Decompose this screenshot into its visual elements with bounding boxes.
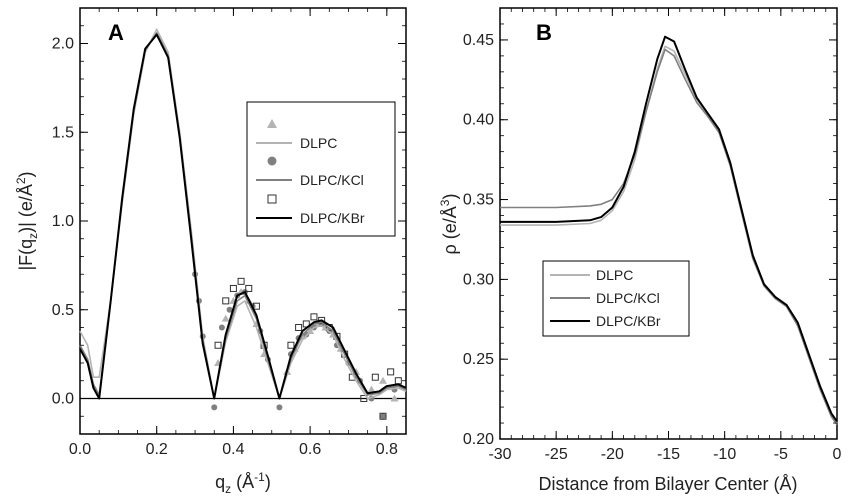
legend-b-label-dlpc-kbr: DLPC/KBr bbox=[596, 313, 661, 329]
panel-a-x-tick-label: 0.8 bbox=[376, 441, 398, 458]
legend-b-label-dlpc: DLPC bbox=[596, 267, 633, 283]
panel-b-x-tick-label: -5 bbox=[774, 446, 788, 463]
panel-a-y-axis-title: |F(qz)| (e/Å2) bbox=[14, 171, 40, 270]
panel-b-x-tick-label: -15 bbox=[657, 446, 680, 463]
panel-a-legend: DLPC DLPC/KCl DLPC/KBr bbox=[247, 102, 395, 236]
panel-a-x-axis-title: qz (Å-1) bbox=[215, 470, 271, 496]
panel-a-x-tick-label: 0.6 bbox=[299, 441, 321, 458]
legend-b-label-dlpc-kcl: DLPC/KCl bbox=[596, 290, 660, 306]
panel-a-x-tick-label: 0.4 bbox=[222, 441, 244, 458]
panel-a-y-tick-label: 1.5 bbox=[52, 124, 74, 141]
panel-a-point bbox=[276, 404, 282, 410]
panel-b-y-tick-label: 0.45 bbox=[463, 32, 494, 49]
panel-a-point bbox=[219, 325, 225, 331]
panel-a: 0.0 0.2 0.4 0.6 0.8 0.0 0.5 1.0 1.5 2.0 A qz (Å-1… bbox=[14, 8, 406, 496]
panel-a-y-tick-label: 0.0 bbox=[52, 391, 74, 408]
panel-a-point bbox=[211, 404, 217, 410]
panel-a-y-tick-label: 1.0 bbox=[52, 213, 74, 230]
panel-a-y-tick-label: 0.5 bbox=[52, 302, 74, 319]
panel-b-x-tick-label: -25 bbox=[545, 446, 568, 463]
panel-b-x-axis-title: Distance from Bilayer Center (Å) bbox=[538, 474, 797, 494]
panel-b-frame bbox=[500, 8, 837, 439]
panel-b-x-tick-label: -10 bbox=[713, 446, 736, 463]
panel-b-y-tick-label: 0.25 bbox=[463, 351, 494, 368]
panel-b: -30 -25 -20 -15 -10 -5 0 0.20 0.25 0.30 0.35 0.40 0.… bbox=[438, 8, 842, 494]
panel-a-x-tick-label: 0.2 bbox=[146, 441, 168, 458]
panel-b-label: B bbox=[536, 20, 552, 45]
panel-b-y-tick-label: 0.30 bbox=[463, 271, 494, 288]
panel-a-y-tick-label: 2.0 bbox=[52, 36, 74, 53]
panel-b-x-tick-label: -20 bbox=[601, 446, 624, 463]
panel-b-y-tick-label: 0.20 bbox=[463, 431, 494, 448]
panel-a-x-tick-label: 0.0 bbox=[69, 441, 91, 458]
panel-b-y-axis-title: ρ (e/Å3) bbox=[438, 194, 460, 255]
legend-label-dlpc: DLPC bbox=[300, 135, 337, 151]
panel-a-label: A bbox=[108, 20, 124, 45]
legend-circle-marker bbox=[268, 157, 277, 166]
panel-b-x-tick-label: 0 bbox=[833, 446, 842, 463]
legend-label-dlpc-kbr: DLPC/KBr bbox=[300, 210, 365, 226]
panel-b-y-tick-label: 0.35 bbox=[463, 192, 494, 209]
panel-a-point bbox=[380, 413, 386, 419]
panel-b-x-tick-label: -30 bbox=[488, 446, 511, 463]
panel-b-legend: DLPC DLPC/KCl DLPC/KBr bbox=[543, 261, 689, 336]
legend-label-dlpc-kcl: DLPC/KCl bbox=[300, 172, 364, 188]
panel-b-y-tick-label: 0.40 bbox=[463, 112, 494, 129]
